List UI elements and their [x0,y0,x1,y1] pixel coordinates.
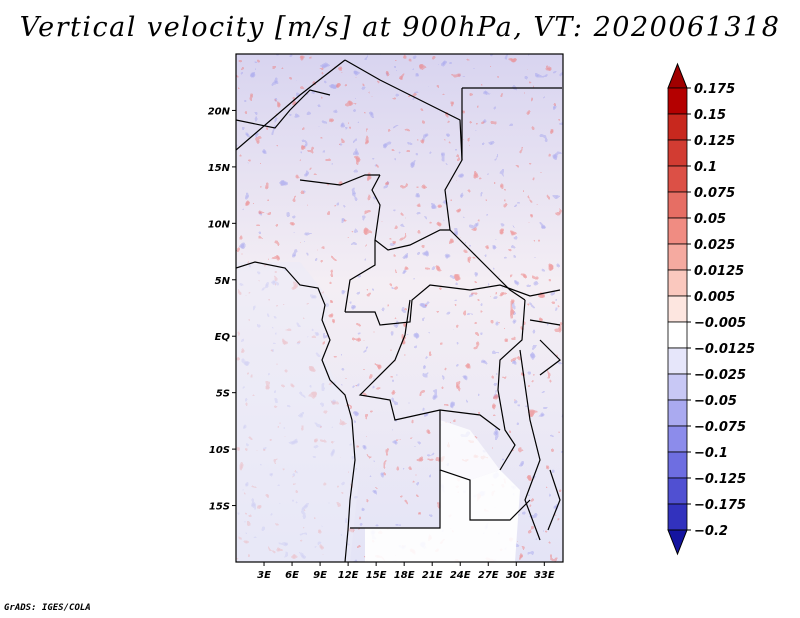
lon-tick-label: 9E [313,570,327,581]
colorbar-label: −0.025 [694,368,746,383]
colorbar-label: 0.15 [694,108,726,123]
lon-tick-label: 3E [257,570,271,581]
colorbar-label: 0.005 [694,290,735,305]
lat-tick-label: 15S [209,502,230,513]
grads-credit: GrADS: IGES/COLA [4,603,91,613]
borders [236,59,562,562]
colorbar-segment [667,87,688,115]
lon-tick-label: 6E [285,570,299,581]
longitude-axis: 3E 6E 9E 12E 15E 18E 21E 24E 27E 30E 33E [257,562,555,581]
colorbar-label: 0.125 [694,134,735,149]
colorbar-segment [667,321,688,349]
colorbar-segment [667,191,688,219]
colorbar-segment [667,347,688,375]
lat-tick-label: 5S [216,389,230,400]
colorbar-label: 0.05 [694,212,726,227]
colorbar-segment [667,243,688,271]
colorbar-label: −0.175 [694,498,746,513]
colorbar-label: −0.075 [694,420,746,435]
lon-tick-label: 27E [478,570,499,581]
colorbar-segment [667,399,688,427]
lon-tick-label: 12E [338,570,359,581]
colorbar-max-arrow [667,62,688,89]
latitude-axis: 20N 15N 10N 5N EQ 5S 10S 15S [208,106,236,513]
colorbar-segment [667,139,688,167]
colorbar-segment [667,217,688,245]
colorbar-label: −0.1 [694,446,728,461]
colorbar-segment [667,295,688,323]
lat-tick-label: EQ [215,332,231,343]
colorbar-segment [667,451,688,479]
colorbar-segment [667,503,688,531]
colorbar-label: −0.05 [694,394,737,409]
colorbar: 0.175 0.15 0.125 0.1 0.075 0.05 0.025 0.0125 0.0… [667,62,755,556]
lon-tick-label: 30E [506,570,527,581]
colorbar-segment [667,165,688,193]
lon-tick-label: 15E [366,570,387,581]
colorbar-segment [667,113,688,141]
colorbar-label: 0.025 [694,238,735,253]
colorbar-label: −0.005 [694,316,746,331]
velocity-field [236,54,563,562]
colorbar-segment [667,269,688,297]
colorbar-segment [667,477,688,505]
chart-title: Vertical velocity [m/s] at 900hPa, VT: 2… [19,12,781,43]
colorbar-label: −0.2 [694,524,728,539]
lon-tick-label: 18E [394,570,415,581]
lat-tick-label: 15N [208,163,231,174]
lat-tick-label: 10N [208,219,231,230]
colorbar-label: 0.1 [694,160,717,175]
map-frame [235,53,564,563]
colorbar-label: −0.0125 [694,342,755,357]
colorbar-label: −0.125 [694,472,746,487]
colorbar-label: 0.075 [694,186,735,201]
lat-tick-label: 5N [215,276,231,287]
lat-tick-label: 10S [209,445,230,456]
lat-tick-label: 20N [208,106,231,117]
lon-tick-label: 33E [534,570,555,581]
colorbar-label: 0.175 [694,82,735,97]
colorbar-segment [667,373,688,401]
colorbar-segment [667,425,688,453]
colorbar-min-arrow [667,529,688,556]
lon-tick-label: 21E [422,570,443,581]
colorbar-label: 0.0125 [694,264,744,279]
lon-tick-label: 24E [450,570,471,581]
